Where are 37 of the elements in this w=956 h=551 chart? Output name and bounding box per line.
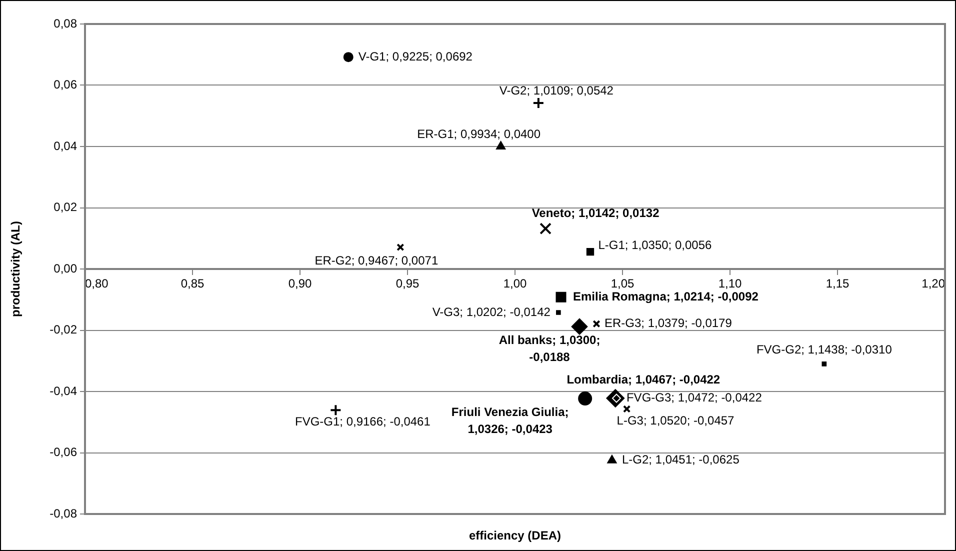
data-label: ER-G1; 0,9934; 0,0400 bbox=[417, 126, 541, 141]
data-label: Lombardia; 1,0467; -0,0422 bbox=[566, 372, 720, 387]
y-tick-label: 0,04 bbox=[54, 138, 78, 153]
data-label: L-G2; 1,0451; -0,0625 bbox=[622, 452, 740, 467]
data-label: Emilia Romagna; 1,0214; -0,0092 bbox=[573, 289, 759, 304]
x-tick-label: 1,10 bbox=[718, 276, 742, 291]
data-label: V-G1; 0,9225; 0,0692 bbox=[358, 49, 473, 64]
data-label: V-G2; 1,0109; 0,0542 bbox=[499, 83, 614, 98]
data-label: Veneto; 1,0142; 0,0132 bbox=[532, 206, 660, 220]
y-axis-title: productivity (AL) bbox=[8, 221, 23, 317]
data-label: FVG-G3; 1,0472; -0,0422 bbox=[626, 390, 762, 405]
x-axis-title: efficiency (DEA) bbox=[468, 528, 562, 542]
y-tick-label: -0,06 bbox=[50, 445, 78, 460]
x-tick-label: 1,00 bbox=[503, 276, 527, 291]
data-label: ER-G2; 0,9467; 0,0071 bbox=[314, 254, 438, 268]
data-label: L-G1; 1,0350; 0,0056 bbox=[598, 238, 712, 252]
y-tick-label: -0,04 bbox=[50, 384, 78, 398]
data-label: ER-G3; 1,0379; -0,0179 bbox=[604, 316, 732, 330]
data-label: Friuli Venezia Giulia; 1,0326; -0,0423 bbox=[451, 404, 569, 436]
data-label: All banks; 1,0300; -0,0188 bbox=[498, 332, 600, 364]
x-tick-label: 0,80 bbox=[85, 276, 109, 291]
x-tick-label: 1,15 bbox=[826, 276, 850, 291]
y-tick-label: 0,00 bbox=[54, 261, 78, 276]
y-tick-label: 0,08 bbox=[54, 16, 78, 30]
y-tick-label: 0,06 bbox=[54, 78, 78, 92]
x-tick-label: 0,90 bbox=[288, 276, 312, 291]
x-tick-label: 0,85 bbox=[180, 276, 204, 291]
data-label: FVG-G2; 1,1438; -0,0310 bbox=[756, 342, 892, 356]
y-tick-label: -0,08 bbox=[50, 506, 78, 520]
data-label: V-G3; 1,0202; -0,0142 bbox=[432, 304, 551, 319]
x-tick-label: 0,95 bbox=[396, 276, 420, 291]
data-label: FVG-G1; 0,9166; -0,0461 bbox=[294, 414, 431, 428]
y-tick-label: 0,02 bbox=[54, 200, 78, 214]
data-label: L-G3; 1,0520; -0,0457 bbox=[616, 413, 735, 428]
y-tick-label: -0,02 bbox=[50, 322, 78, 337]
x-tick-label: 1,05 bbox=[610, 276, 634, 291]
x-tick-label: 1,20 bbox=[922, 276, 946, 291]
